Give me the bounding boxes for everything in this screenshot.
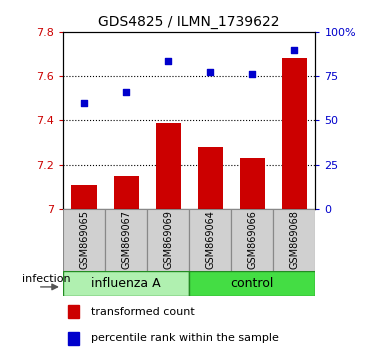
Text: transformed count: transformed count <box>91 307 194 317</box>
Bar <box>105 209 147 271</box>
Bar <box>189 209 231 271</box>
Point <box>123 89 129 95</box>
Point <box>207 69 213 74</box>
Text: GSM869066: GSM869066 <box>247 210 257 269</box>
Text: GSM869064: GSM869064 <box>205 210 215 269</box>
Bar <box>189 271 315 296</box>
Point <box>249 71 255 77</box>
Bar <box>273 209 315 271</box>
Bar <box>72 184 97 209</box>
Text: percentile rank within the sample: percentile rank within the sample <box>91 333 279 343</box>
Title: GDS4825 / ILMN_1739622: GDS4825 / ILMN_1739622 <box>98 16 280 29</box>
Text: control: control <box>231 277 274 290</box>
Bar <box>63 271 189 296</box>
Point <box>291 47 297 52</box>
Bar <box>155 122 181 209</box>
Point <box>81 100 87 105</box>
Bar <box>231 209 273 271</box>
Bar <box>198 147 223 209</box>
Bar <box>147 209 189 271</box>
Point <box>165 58 171 63</box>
Bar <box>240 158 265 209</box>
Text: GSM869068: GSM869068 <box>289 210 299 269</box>
Text: GSM869065: GSM869065 <box>79 210 89 269</box>
Text: influenza A: influenza A <box>91 277 161 290</box>
Bar <box>282 58 307 209</box>
Bar <box>63 209 105 271</box>
Text: infection: infection <box>22 274 71 285</box>
Bar <box>68 305 79 319</box>
Text: GSM869067: GSM869067 <box>121 210 131 269</box>
Bar <box>68 332 79 345</box>
Bar <box>114 176 139 209</box>
Text: GSM869069: GSM869069 <box>163 210 173 269</box>
